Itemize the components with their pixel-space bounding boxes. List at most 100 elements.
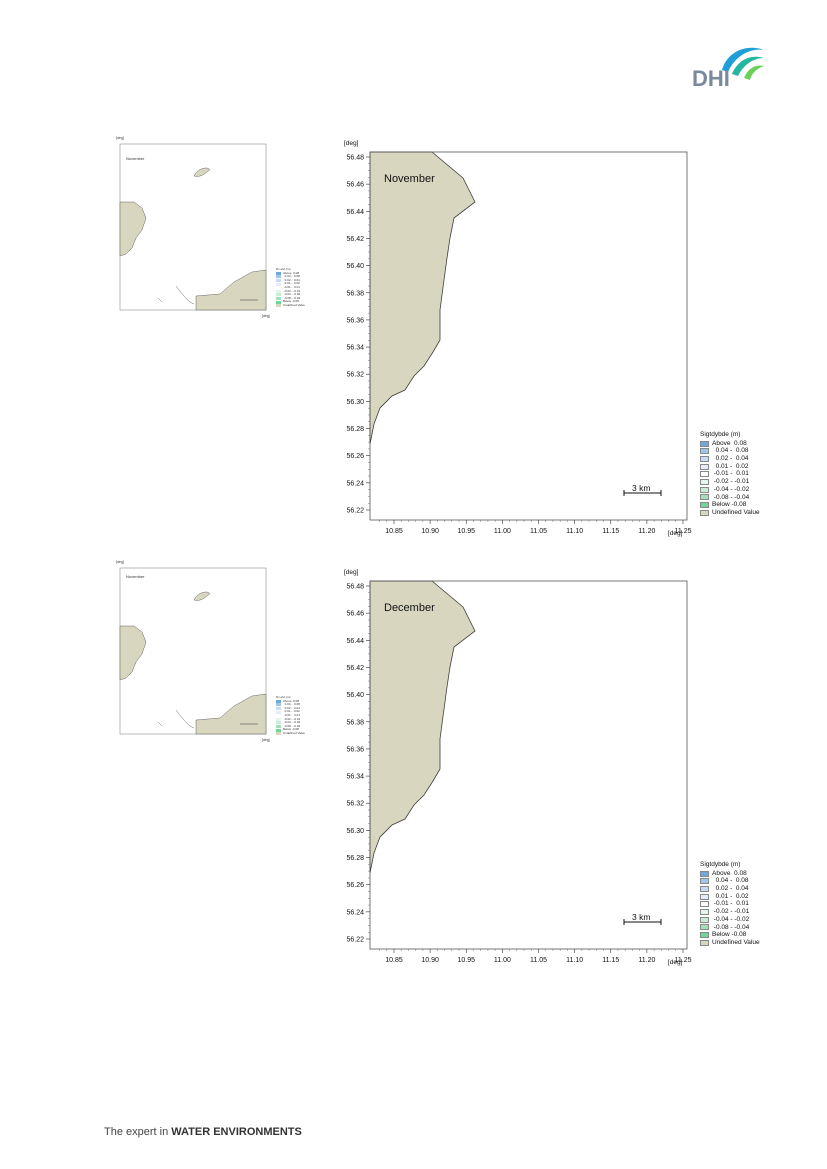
- x-tick-label: 11.25: [675, 528, 692, 535]
- legend-swatch: [700, 901, 709, 908]
- overview-legend-swatch: [276, 714, 281, 718]
- overview-legend-item: 0.01 - 0.02: [276, 282, 305, 286]
- dhi-logo: [690, 40, 770, 95]
- y-tick-label: 56.38: [346, 290, 364, 297]
- overview-legend-title: Dv elvt (m): [276, 267, 291, 271]
- coastline-land: [369, 151, 476, 445]
- x-tick-label: 11.00: [494, 957, 511, 964]
- legend-label: Above 0.08: [712, 439, 747, 447]
- legend-label: -0.01 - 0.01: [712, 900, 749, 908]
- overview-legend-swatch: [276, 717, 281, 721]
- legend-swatch: [700, 486, 709, 493]
- map-month-label: November: [384, 173, 435, 185]
- legend-rows: Above 0.08 0.04 - 0.08 0.02 - 0.04 0.01 …: [700, 870, 760, 947]
- legend-label: 0.04 - 0.08: [712, 877, 749, 885]
- y-tick-label: 56.46: [346, 182, 364, 189]
- overview-legend-label: -0.08 - -0.04: [283, 295, 301, 300]
- legend-label: Below -0.08: [712, 931, 747, 939]
- overview-unit-x: [deg]: [262, 738, 270, 742]
- overview-legend-label: -0.01 - 0.01: [283, 284, 301, 289]
- y-tick-label: 56.32: [346, 801, 364, 808]
- map-frame: [369, 580, 688, 950]
- legend-label: 0.01 - 0.02: [712, 892, 749, 900]
- legend-label: 0.04 - 0.08: [712, 447, 749, 455]
- legend-label: Undefined Value: [712, 938, 760, 946]
- y-tick-label: 56.26: [346, 882, 364, 889]
- y-tick-label: 56.28: [346, 426, 364, 433]
- x-tick-label: 11.20: [638, 957, 655, 964]
- overview-legend: Dv elvt (m) Above 0.08 0.04 - 0.08 0.02 …: [276, 695, 305, 736]
- y-tick-label: 56.28: [346, 855, 364, 862]
- legend-item: 0.02 - 0.04: [700, 455, 760, 463]
- overview-map-2: [deg] November [deg] Dv elvt (m) Above 0…: [112, 560, 305, 750]
- legend-label: -0.04 - -0.02: [712, 915, 750, 923]
- overview-legend-swatch: [276, 289, 281, 293]
- overview-legend-label: 0.04 - 0.08: [283, 702, 300, 707]
- legend-rows: Above 0.08 0.04 - 0.08 0.02 - 0.04 0.01 …: [700, 440, 760, 517]
- overview-legend-item: Below -0.08: [276, 728, 305, 732]
- legend-item: Below -0.08: [700, 501, 760, 509]
- y-tick-label: 56.48: [346, 155, 364, 162]
- legend-title: Sigtdybde (m): [700, 861, 741, 868]
- overview-map-1: [deg] November [deg] Dv elvt (m) Above 0…: [112, 136, 305, 326]
- map-unit-x: [deg]: [668, 530, 683, 537]
- y-tick-label: 56.24: [346, 480, 364, 487]
- legend-item: Above 0.08: [700, 440, 760, 448]
- legend-item: Undefined Value: [700, 939, 760, 947]
- y-tick-label: 56.44: [346, 209, 364, 216]
- x-tick-label: 11.15: [602, 528, 619, 535]
- overview-legend-title: Dv elvt (m): [276, 695, 291, 699]
- overview-legend-item: -0.04 - -0.02: [276, 293, 305, 297]
- y-tick-label: 56.24: [346, 909, 364, 916]
- footer-prefix: The expert in: [104, 1126, 172, 1138]
- y-tick-label: 56.22: [346, 508, 364, 515]
- legend-label: -0.08 - -0.04: [712, 493, 750, 501]
- legend-item: -0.08 - -0.04: [700, 494, 760, 502]
- overview-legend-item: 0.04 - 0.08: [276, 703, 305, 707]
- x-tick-label: 10.85: [385, 957, 403, 964]
- legend-title: Sigtdybde (m): [700, 431, 741, 438]
- map-unit-y: [deg]: [344, 140, 359, 147]
- legend-item: -0.04 - -0.02: [700, 916, 760, 924]
- y-tick-label: 56.36: [346, 317, 364, 324]
- legend-label: -0.02 - -0.01: [712, 478, 750, 486]
- legend-label: 0.02 - 0.04: [712, 885, 749, 893]
- map-panel-december: 56.48 56.46 56.44 56.42 56.40 56.38 56.36 56.34…: [330, 569, 770, 979]
- overview-legend-item: 0.01 - 0.02: [276, 710, 305, 714]
- overview-legend-label: 0.02 - 0.04: [283, 277, 300, 282]
- footer-tagline: The expert in WATER ENVIRONMENTS: [104, 1126, 302, 1138]
- legend-item: Below -0.08: [700, 931, 760, 939]
- legend-label: -0.01 - 0.01: [712, 470, 749, 478]
- legend-swatch: [700, 440, 709, 447]
- overview-legend-label: Below -0.08: [283, 727, 299, 732]
- overview-legend-swatch: [276, 293, 281, 297]
- legend-item: 0.02 - 0.04: [700, 885, 760, 893]
- legend-item: -0.04 - -0.02: [700, 486, 760, 494]
- overview-legend-swatch: [276, 732, 281, 736]
- overview-legend-swatch: [276, 297, 281, 301]
- legend-swatch: [700, 455, 709, 462]
- overview-legend-label: -0.01 - 0.01: [283, 712, 301, 717]
- overview-legend-item: Above 0.08: [276, 271, 305, 276]
- overview-legend-item: Below -0.08: [276, 300, 305, 304]
- x-tick-label: 11.10: [566, 528, 583, 535]
- overview-title: November: [126, 574, 145, 579]
- logo-text: DHI: [692, 66, 730, 91]
- overview-legend-item: 0.02 - 0.04: [276, 277, 305, 283]
- overview-legend-item: -0.02 - -0.01: [276, 289, 305, 294]
- overview-legend-swatch: [276, 275, 281, 279]
- y-tick-label: 56.48: [346, 584, 364, 591]
- legend-swatch: [700, 463, 709, 470]
- y-tick-label: 56.40: [346, 692, 364, 699]
- scale-bar-label: 3 km: [632, 912, 651, 922]
- x-tick-label: 11.15: [602, 957, 619, 964]
- legend-swatch: [700, 509, 709, 516]
- legend-item: Above 0.08: [700, 870, 760, 878]
- overview-legend-label: Above 0.08: [283, 698, 300, 703]
- overview-legend-label: -0.02 - -0.01: [283, 716, 301, 721]
- overview-legend-swatch: [276, 282, 281, 286]
- footer-strong: WATER ENVIRONMENTS: [171, 1126, 302, 1138]
- overview-legend-item: 0.04 - 0.08: [276, 275, 305, 279]
- overview-legend-swatch: [276, 707, 281, 711]
- overview-legend-label: 0.04 - 0.08: [283, 274, 300, 279]
